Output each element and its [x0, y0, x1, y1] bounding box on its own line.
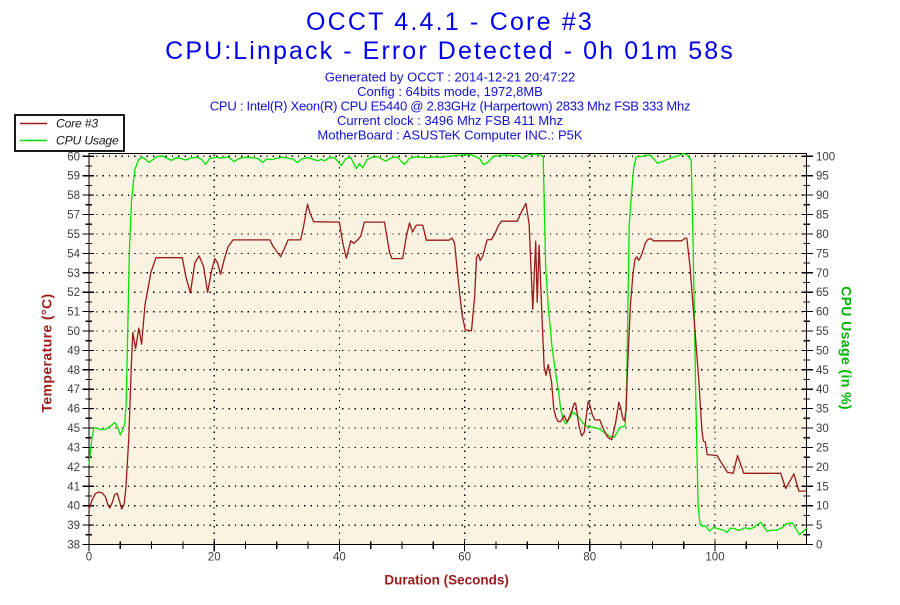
svg-text:OCCT 4.4.1 - Core #3: OCCT 4.4.1 - Core #3 — [306, 8, 594, 36]
svg-text:40: 40 — [333, 552, 346, 564]
svg-text:51: 51 — [67, 307, 80, 319]
svg-text:35: 35 — [816, 404, 829, 416]
svg-text:65: 65 — [816, 287, 829, 299]
svg-text:50: 50 — [67, 326, 80, 338]
svg-text:Current clock : 3496 Mhz FSB 4: Current clock : 3496 Mhz FSB 411 Mhz — [337, 113, 563, 128]
svg-text:CPU:Linpack - Error Detected -: CPU:Linpack - Error Detected - 0h 01m 58… — [165, 37, 735, 65]
svg-text:39: 39 — [67, 520, 80, 532]
svg-text:42: 42 — [67, 462, 80, 474]
svg-text:55: 55 — [67, 229, 80, 241]
svg-text:Generated by OCCT : 2014-12-21: Generated by OCCT : 2014-12-21 20:47:22 — [325, 70, 576, 85]
svg-text:54: 54 — [67, 248, 80, 260]
svg-text:43: 43 — [67, 442, 80, 454]
svg-text:40: 40 — [816, 384, 829, 396]
svg-text:25: 25 — [816, 442, 829, 454]
svg-text:48: 48 — [67, 365, 80, 377]
svg-text:59: 59 — [67, 171, 80, 183]
svg-text:45: 45 — [67, 423, 80, 435]
svg-text:60: 60 — [816, 307, 829, 319]
svg-text:55: 55 — [816, 326, 829, 338]
svg-text:95: 95 — [816, 171, 829, 183]
svg-text:0: 0 — [86, 552, 92, 564]
svg-text:20: 20 — [816, 462, 829, 474]
svg-text:60: 60 — [67, 151, 80, 163]
svg-text:57: 57 — [67, 210, 80, 222]
svg-text:0: 0 — [816, 540, 822, 552]
svg-text:75: 75 — [816, 248, 829, 260]
svg-text:Core #3: Core #3 — [56, 117, 98, 131]
svg-text:53: 53 — [67, 268, 80, 280]
svg-text:CPU : Intel(R) Xeon(R) CPU E54: CPU : Intel(R) Xeon(R) CPU E5440 @ 2.83G… — [210, 99, 690, 114]
svg-text:CPU Usage (in %): CPU Usage (in %) — [839, 286, 855, 410]
svg-text:60: 60 — [458, 552, 471, 564]
svg-text:MotherBoard : ASUSTeK Computer: MotherBoard : ASUSTeK Computer INC.: P5K — [317, 128, 582, 143]
svg-text:90: 90 — [816, 190, 829, 202]
svg-text:30: 30 — [816, 423, 829, 435]
svg-text:46: 46 — [67, 404, 80, 416]
svg-text:41: 41 — [67, 481, 80, 493]
svg-text:85: 85 — [816, 210, 829, 222]
svg-text:Temperature (°C): Temperature (°C) — [39, 293, 55, 412]
svg-text:49: 49 — [67, 345, 80, 357]
svg-text:5: 5 — [816, 520, 822, 532]
svg-text:40: 40 — [67, 501, 80, 513]
svg-text:80: 80 — [583, 552, 596, 564]
svg-text:80: 80 — [816, 229, 829, 241]
svg-text:38: 38 — [67, 540, 80, 552]
svg-text:52: 52 — [67, 287, 80, 299]
svg-text:45: 45 — [816, 365, 829, 377]
svg-text:15: 15 — [816, 481, 829, 493]
svg-text:58: 58 — [67, 190, 80, 202]
svg-text:CPU Usage: CPU Usage — [56, 134, 119, 148]
svg-text:50: 50 — [816, 345, 829, 357]
svg-text:10: 10 — [816, 501, 829, 513]
svg-text:20: 20 — [208, 552, 221, 564]
svg-text:100: 100 — [816, 151, 835, 163]
svg-text:47: 47 — [67, 384, 80, 396]
svg-text:70: 70 — [816, 268, 829, 280]
svg-text:Config : 64bits mode, 1972,8MB: Config : 64bits mode, 1972,8MB — [357, 84, 543, 99]
svg-text:Duration (Seconds): Duration (Seconds) — [384, 573, 509, 588]
svg-text:100: 100 — [705, 552, 724, 564]
